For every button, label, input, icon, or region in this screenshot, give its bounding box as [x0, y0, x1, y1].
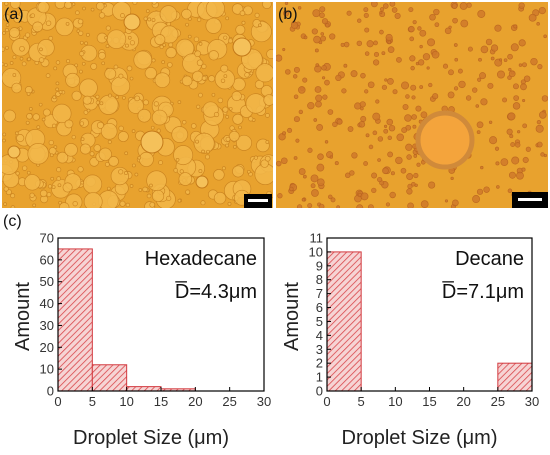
y-tick-label: 11	[310, 231, 324, 246]
y-tick-label: 2	[316, 356, 323, 371]
oil-name-label: Decane	[455, 248, 524, 270]
y-tick-label: 10	[40, 362, 54, 377]
micrograph-b-image	[276, 2, 548, 208]
x-tick-label: 10	[388, 394, 402, 409]
scale-bar-a	[244, 194, 272, 208]
panel-label-b: (b)	[278, 6, 298, 23]
y-tick-label: 70	[40, 231, 54, 246]
histogram-hexadecane: 0 5 10 15 20 25 30 0 10 20 30 40 50 60 70 Droplet Size …	[12, 231, 271, 450]
x-tick-label: 25	[491, 394, 505, 409]
mean-diameter-label: D̅=4.3μm	[175, 280, 257, 303]
y-tick-label: 40	[40, 296, 54, 311]
histogram-bar	[57, 248, 93, 392]
x-tick-label: 0	[54, 394, 61, 409]
y-tick-label: 30	[40, 318, 54, 333]
x-tick-label: 15	[422, 394, 436, 409]
y-tick-label: 4	[316, 328, 323, 343]
y-axis-title: Amount	[281, 282, 303, 351]
panel-label-c: (c)	[3, 213, 22, 230]
y-tick-label: 20	[40, 340, 54, 355]
mean-diameter-label: D̅=7.1μm	[442, 280, 524, 303]
y-tick-label: 0	[47, 384, 54, 399]
x-tick-label: 25	[222, 394, 236, 409]
histogram-bar	[126, 386, 162, 392]
x-tick-label: 30	[525, 394, 539, 409]
x-tick-label: 5	[89, 394, 96, 409]
x-axis-title: Droplet Size (μm)	[73, 427, 229, 449]
y-axis-title: Amount	[12, 282, 34, 351]
x-tick-label: 0	[323, 394, 330, 409]
micrograph-decane	[276, 2, 548, 208]
x-tick-label: 15	[154, 394, 168, 409]
oil-name-label: Hexadecane	[145, 248, 257, 270]
micrograph-a-image	[2, 2, 273, 208]
y-tick-label: 10	[309, 244, 323, 259]
y-tick-label: 7	[316, 286, 323, 301]
y-tick-label: 0	[316, 384, 323, 399]
x-tick-label: 5	[358, 394, 365, 409]
x-tick-label: 20	[188, 394, 202, 409]
y-tick-label: 50	[40, 274, 54, 289]
histogram-bar	[497, 362, 533, 392]
histogram-bar	[91, 364, 128, 392]
micrograph-hexadecane	[2, 2, 273, 208]
y-tick-label: 9	[316, 258, 323, 273]
y-tick-label: 1	[316, 370, 323, 385]
x-tick-label: 10	[119, 394, 133, 409]
y-tick-label: 8	[316, 272, 323, 287]
histogram-bar	[326, 251, 362, 392]
scale-bar-b	[512, 192, 548, 208]
y-tick-label: 3	[316, 342, 323, 357]
x-tick-label: 30	[257, 394, 271, 409]
y-tick-label: 60	[40, 252, 54, 267]
y-tick-label: 6	[316, 300, 323, 315]
x-axis-title: Droplet Size (μm)	[342, 427, 498, 449]
x-tick-label: 20	[456, 394, 470, 409]
y-tick-label: 5	[316, 314, 323, 329]
panel-label-a: (a)	[4, 6, 24, 23]
